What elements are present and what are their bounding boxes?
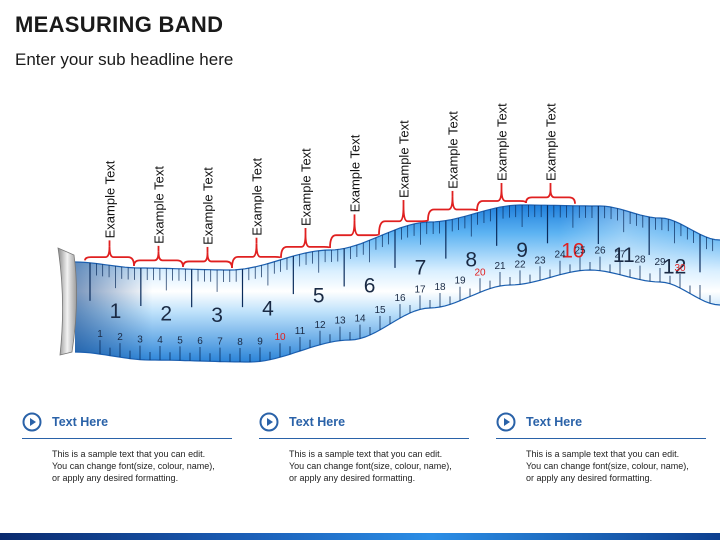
tape-big-number: 6 (364, 274, 376, 297)
page-title: MEASURING BAND (15, 12, 224, 37)
callouts: Example Text Example Text Example Text Exam… (84, 103, 576, 269)
card-title: Text Here (289, 415, 346, 429)
tape-small-number: 6 (197, 336, 203, 347)
tape-small-number: 28 (634, 255, 646, 266)
callout-label: Example Text (103, 160, 118, 238)
tape-layer (57, 204, 720, 363)
tape-small-number: 5 (177, 335, 183, 346)
callout-brace (525, 189, 576, 204)
tape-small-number: 4 (157, 335, 163, 346)
tape-big-number: 5 (313, 285, 325, 308)
tape-small-number: 20 (474, 267, 486, 278)
callout-label: Example Text (299, 148, 314, 226)
card-title: Text Here (526, 415, 583, 429)
tape-big-number: 1 (110, 300, 122, 323)
tape-big-number: 11 (613, 244, 635, 267)
tape-small-number: 9 (257, 336, 263, 347)
tape-small-number: 15 (374, 305, 386, 316)
tape-small-number: 29 (654, 257, 666, 268)
tape-big-number: 10 (561, 240, 584, 263)
callout-brace (182, 252, 233, 269)
tape-small-number: 18 (434, 282, 446, 293)
tape-small-number: 8 (237, 337, 243, 348)
tick-marks (89, 205, 714, 362)
tape-small-number: 7 (217, 337, 223, 348)
tape-big-number: 7 (415, 257, 427, 280)
play-circle-icon[interactable] (22, 412, 42, 432)
callout-label: Example Text (446, 111, 461, 189)
callout-label: Example Text (152, 166, 167, 244)
card-divider (496, 438, 706, 439)
callout-label: Example Text (250, 158, 265, 236)
tape-curl-end (57, 247, 77, 356)
tape-small-number: 10 (274, 332, 286, 343)
card-divider (259, 438, 469, 439)
tape-small-number: 26 (594, 246, 606, 257)
tape-small-number: 22 (514, 259, 526, 270)
tape-big-number: 2 (160, 302, 172, 325)
info-card-1: Text Here This is a sample text that you… (22, 410, 237, 484)
tape-big-number: 8 (465, 249, 477, 272)
tape-small-number: 30 (674, 263, 686, 274)
bottom-accent-bar (0, 533, 720, 540)
card-divider (22, 438, 232, 439)
tape-small-number: 13 (334, 316, 346, 327)
tape-small-number: 21 (494, 261, 506, 272)
tape-small-number: 17 (414, 284, 426, 295)
card-title: Text Here (52, 415, 109, 429)
callout-brace (329, 220, 380, 249)
tape-big-number: 4 (262, 298, 274, 321)
callout-label: Example Text (397, 120, 412, 198)
tape-small-number: 27 (614, 250, 626, 261)
card-text: This is a sample text that you can edit.… (52, 449, 215, 483)
tape-small-number: 23 (534, 255, 546, 266)
tape-small-number: 24 (554, 250, 566, 261)
tape-small-number: 16 (394, 293, 406, 304)
tape-small-number: 2 (117, 332, 123, 343)
page-subtitle: Enter your sub headline here (15, 50, 234, 69)
tape-top-edge (74, 204, 720, 271)
callout-label: Example Text (201, 167, 216, 245)
tape-small-number: 19 (454, 276, 466, 287)
tape-small-number: 12 (314, 320, 326, 331)
tape-small-number: 14 (354, 314, 366, 325)
info-card-2: Text Here This is a sample text that you… (259, 410, 474, 484)
tape-big-number: 12 (663, 255, 686, 278)
tape-small-number: 25 (574, 246, 586, 257)
callout-brace (133, 251, 184, 267)
tape-small-number: 11 (295, 326, 306, 337)
card-text: This is a sample text that you can edit.… (526, 449, 689, 483)
play-circle-icon[interactable] (496, 412, 516, 432)
tape-small-number: 1 (97, 329, 103, 340)
tape-big-number: 3 (211, 304, 223, 327)
tape-small-number: 3 (137, 335, 143, 346)
tape-shading (75, 205, 720, 362)
info-card-3: Text Here This is a sample text that you… (496, 410, 711, 484)
tape-bottom-edge (74, 269, 720, 363)
tape-big-number: 9 (516, 239, 528, 262)
callout-label: Example Text (348, 134, 363, 212)
callout-brace (427, 196, 478, 221)
card-text: This is a sample text that you can edit.… (289, 449, 452, 483)
play-circle-icon[interactable] (259, 412, 279, 432)
callout-label: Example Text (495, 103, 510, 181)
callout-label: Example Text (544, 103, 559, 181)
